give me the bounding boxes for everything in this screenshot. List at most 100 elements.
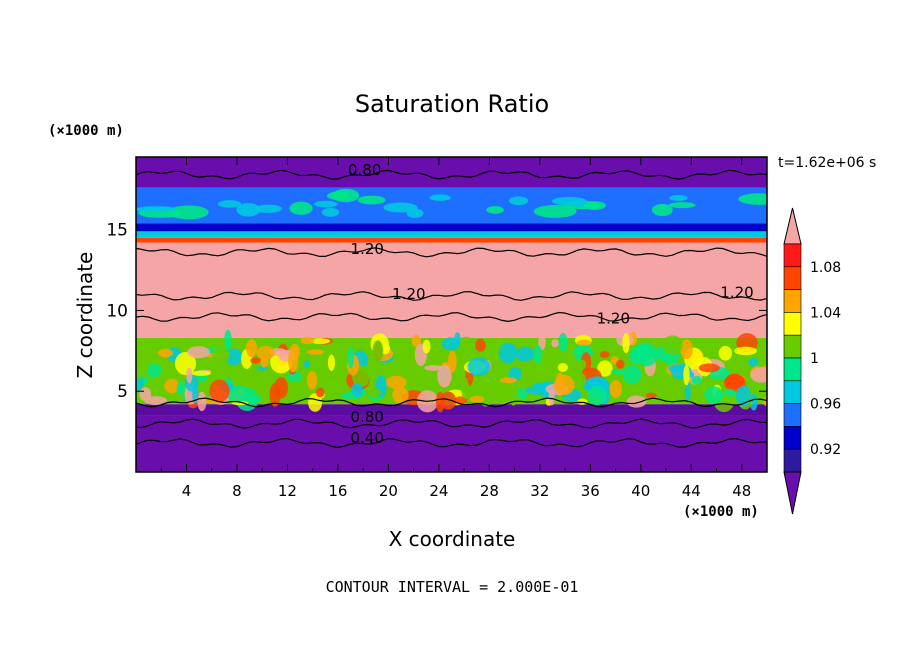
cloud-cell	[397, 355, 408, 369]
contour-label: 1.20	[392, 285, 425, 303]
cloud-layer	[136, 188, 767, 413]
cloud-cell	[576, 339, 592, 346]
cloud-cell	[164, 378, 180, 394]
cloud-cell	[635, 343, 658, 367]
cloud-cell	[310, 355, 327, 370]
contour-label: 1.20	[351, 240, 384, 258]
jet-cell	[668, 202, 696, 209]
colorbar-swatch	[783, 448, 802, 473]
cloud-cell	[308, 393, 323, 412]
cloud-cell	[147, 362, 162, 378]
cloud-cell	[245, 339, 258, 358]
colorbar-swatch	[783, 243, 802, 268]
x-tick-label: 24	[429, 482, 448, 500]
cloud-cell	[597, 360, 613, 377]
cloud-cell	[422, 339, 431, 354]
cloud-cell	[460, 336, 472, 343]
cloud-cell	[718, 345, 733, 361]
cloud-cell	[467, 357, 491, 377]
cloud-cell	[191, 370, 211, 376]
x-tick-label: 12	[278, 482, 297, 500]
x-tick-label: 40	[631, 482, 650, 500]
cloud-cell	[734, 346, 757, 356]
jet-cell	[383, 202, 418, 213]
colorbar-label: 1	[810, 351, 819, 367]
cloud-cell	[461, 377, 469, 399]
x-unit-label: (×1000 m)	[683, 504, 759, 520]
contour-line	[136, 247, 767, 258]
cloud-cell	[475, 338, 486, 352]
x-tick-label: 20	[379, 482, 398, 500]
cloud-cell	[538, 333, 546, 351]
colorbar-label: 1.08	[810, 260, 841, 276]
x-tick-label: 32	[530, 482, 549, 500]
colorbar-top-arrow	[783, 207, 802, 245]
cloud-cell	[610, 369, 627, 375]
cloud-cell	[176, 381, 186, 396]
cloud-cell	[724, 388, 736, 397]
band-8	[136, 157, 767, 188]
colorbar-swatch	[783, 357, 802, 382]
y-tick-label: 5	[117, 382, 128, 402]
x-tick-label: 48	[732, 482, 751, 500]
cloud-cell	[212, 344, 229, 368]
band-4	[136, 237, 767, 243]
band-5	[136, 231, 767, 238]
colorbar-swatch	[783, 380, 802, 404]
cloud-cell	[498, 342, 518, 364]
cloud-cell	[306, 349, 325, 355]
cloud-cell	[218, 351, 231, 357]
contour-line	[136, 397, 767, 408]
cloud-cell	[622, 333, 630, 354]
band-1	[136, 404, 767, 416]
cloud-cell	[306, 370, 318, 390]
cloud-cell	[525, 386, 549, 395]
cloud-cell	[221, 364, 239, 379]
contour-line	[136, 291, 767, 301]
contour-label: 0.80	[348, 161, 381, 179]
cloud-cell	[144, 396, 168, 406]
contour-interval-footer: CONTOUR INTERVAL = 2.000E-01	[326, 578, 579, 596]
cloud-cell	[411, 334, 422, 347]
y-axis-title: Z coordinate	[73, 252, 97, 379]
cloud-cell	[157, 348, 173, 358]
cloud-cell	[665, 379, 672, 390]
cloud-cell	[197, 391, 207, 412]
jet-cell	[509, 196, 529, 206]
contour-label: 1.20	[720, 284, 753, 302]
x-axis-ticks: 4 8 12 16 20 24 28 32 36 40 44 48	[160, 157, 751, 500]
contour-lines	[136, 169, 767, 449]
contour-line	[136, 311, 767, 323]
cloud-cell	[557, 362, 568, 372]
cloud-cell	[725, 373, 744, 389]
cloud-cell	[756, 351, 766, 369]
cloud-cell	[599, 351, 610, 359]
contour-labels: 0.80 1.20 1.20 1.20 1.20 0.80 0.40	[348, 161, 754, 447]
cloud-cell	[385, 375, 407, 389]
cloud-cell	[698, 363, 720, 373]
cloud-cell	[447, 350, 457, 373]
chart-title: Saturation Ratio	[355, 90, 549, 118]
colorbar-label: 0.92	[810, 442, 841, 458]
jet-cell	[236, 203, 261, 217]
cloud-cell	[750, 367, 767, 383]
colorbar-bottom-arrow	[783, 471, 802, 515]
cloud-cell	[626, 395, 647, 408]
cloud-cell	[372, 340, 384, 363]
x-tick-label: 8	[232, 482, 242, 500]
cloud-cell	[469, 395, 485, 403]
jet-cell	[217, 200, 242, 208]
cloud-cell	[300, 336, 315, 345]
jet-cell	[486, 206, 504, 214]
cloud-cell	[691, 375, 702, 385]
cloud-cell	[655, 359, 665, 382]
cloud-cell	[735, 384, 751, 407]
colorbar-swatch	[783, 266, 802, 290]
y-tick-label: 10	[106, 301, 128, 321]
colorbar-swatch	[783, 289, 802, 313]
cloud-cell	[622, 365, 642, 385]
x-axis-title: X coordinate	[389, 527, 516, 551]
jet-cell	[313, 200, 338, 208]
band-6	[136, 223, 767, 232]
